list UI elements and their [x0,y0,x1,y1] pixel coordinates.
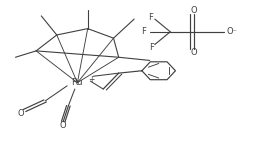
Text: O⁻: O⁻ [226,27,237,36]
Text: F: F [148,13,152,22]
Text: O: O [60,121,67,130]
Text: O: O [17,109,24,118]
Text: O: O [190,6,197,15]
Text: F: F [142,27,146,36]
Text: Ru: Ru [71,78,83,87]
Text: O: O [190,48,197,57]
Text: +: + [88,75,95,84]
Text: F: F [149,43,154,52]
